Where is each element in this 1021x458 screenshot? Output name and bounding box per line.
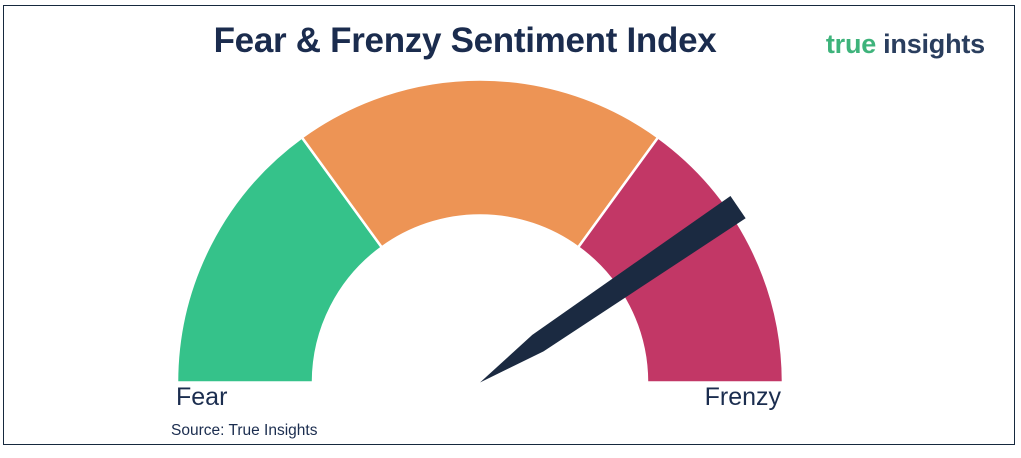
source-note: Source: True Insights bbox=[171, 422, 318, 439]
brand-logo-word-insights: insights bbox=[883, 29, 985, 59]
brand-logo: true insights bbox=[826, 29, 985, 60]
page-title: Fear & Frenzy Sentiment Index bbox=[213, 21, 717, 60]
gauge-needle bbox=[480, 195, 746, 383]
gauge-segment bbox=[300, 78, 660, 250]
gauge-max-label: Frenzy bbox=[704, 383, 781, 411]
gauge-min-label: Fear bbox=[176, 383, 228, 411]
gauge-segment bbox=[175, 135, 384, 384]
brand-logo-word-true: true bbox=[825, 29, 877, 59]
